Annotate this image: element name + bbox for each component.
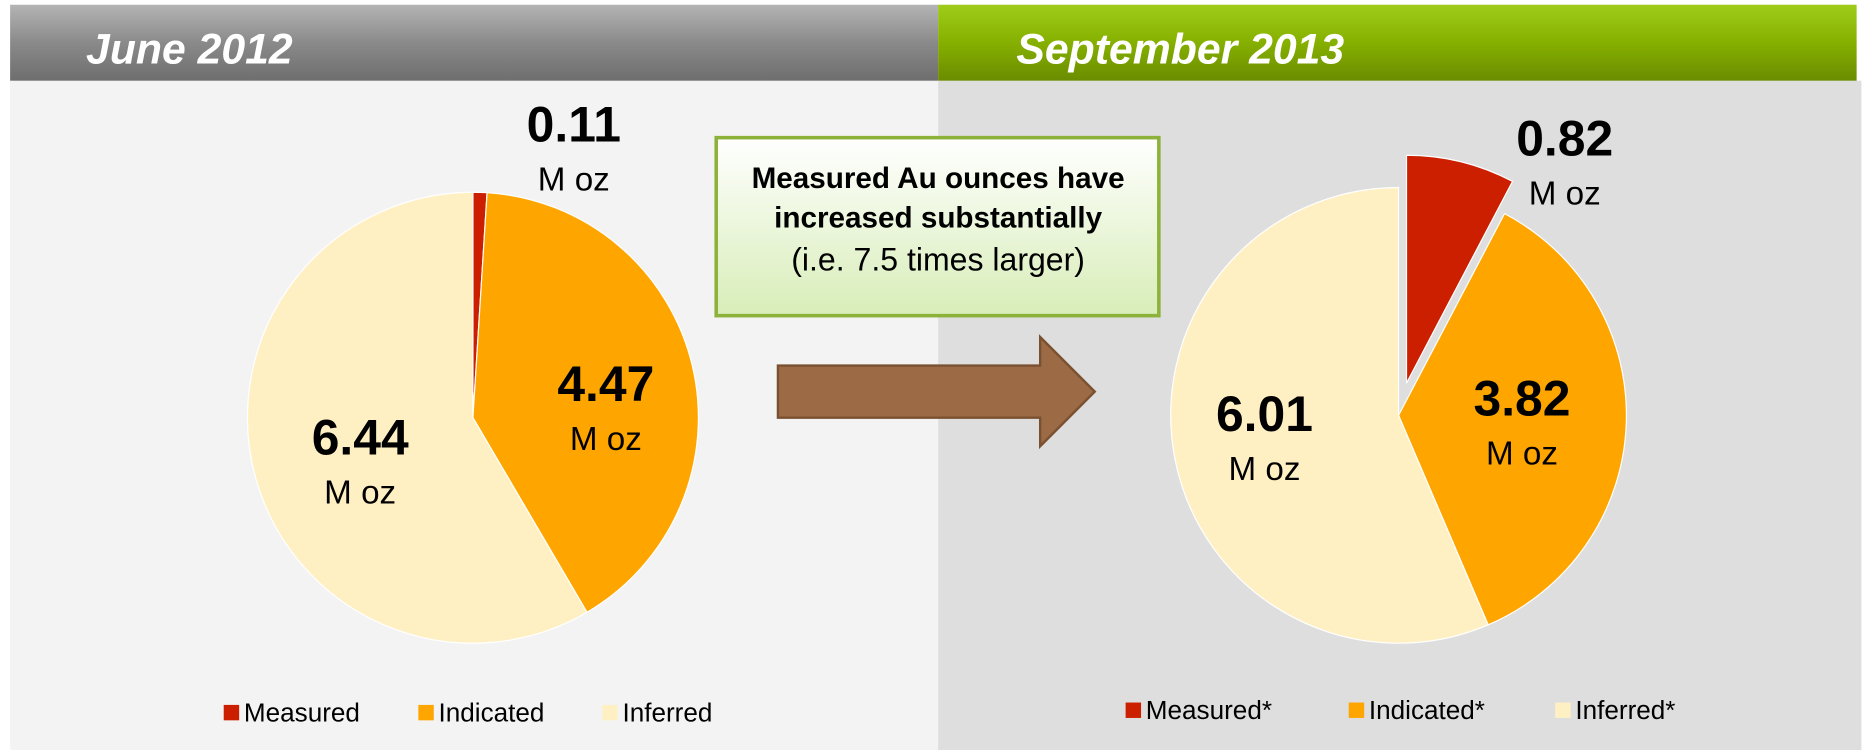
legend-label: Indicated	[439, 697, 545, 727]
unit-label: M oz	[538, 161, 610, 198]
legend-label: Inferred*	[1575, 695, 1675, 725]
legend-swatch	[418, 704, 434, 721]
annotation-line: increased substantially	[774, 201, 1103, 234]
legend-swatch	[1125, 702, 1142, 718]
value-label: 0.11	[527, 96, 621, 152]
pie-slice	[246, 191, 588, 644]
value-label: 6.44	[312, 410, 409, 466]
pie-slice	[472, 192, 699, 614]
unit-label: M oz	[1228, 451, 1300, 488]
legend-swatch	[1555, 702, 1571, 718]
annotation-line: Measured Au ounces have	[752, 162, 1125, 195]
unit-label: M oz	[1486, 435, 1558, 472]
left-title: June 2012	[86, 25, 293, 73]
value-label: 6.01	[1216, 386, 1313, 442]
unit-label: M oz	[1529, 176, 1601, 213]
right-header	[938, 4, 1857, 81]
value-label: 0.82	[1516, 111, 1613, 167]
legend-swatch	[602, 704, 618, 721]
legend-swatch	[1348, 702, 1365, 718]
unit-label: M oz	[324, 475, 396, 512]
legend-label: Measured	[244, 697, 360, 727]
pie-slice	[1397, 212, 1627, 626]
legend-label: Measured*	[1146, 695, 1272, 725]
annotation-line: (i.e. 7.5 times larger)	[791, 242, 1085, 278]
arrow	[776, 334, 1097, 450]
value-label: 3.82	[1473, 370, 1570, 426]
legend-label: Inferred	[622, 697, 712, 727]
right-title: September 2013	[1016, 25, 1344, 73]
pie-slice	[1405, 154, 1514, 384]
legend-label: Indicated*	[1369, 695, 1485, 725]
legend-swatch	[223, 704, 240, 721]
pie-slice	[1170, 186, 1489, 644]
value-label: 4.47	[557, 356, 654, 412]
left-header	[10, 4, 939, 81]
unit-label: M oz	[570, 421, 642, 458]
annotation-box	[714, 135, 1161, 318]
